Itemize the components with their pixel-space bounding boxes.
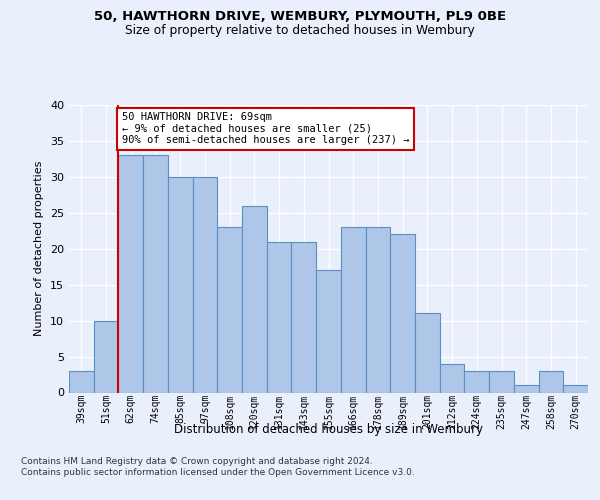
Bar bbox=[118, 156, 143, 392]
Bar bbox=[242, 206, 267, 392]
Bar bbox=[365, 227, 390, 392]
Bar bbox=[292, 242, 316, 392]
Bar bbox=[316, 270, 341, 392]
Bar bbox=[193, 177, 217, 392]
Text: Distribution of detached houses by size in Wembury: Distribution of detached houses by size … bbox=[175, 422, 484, 436]
Bar bbox=[415, 314, 440, 392]
Bar bbox=[168, 177, 193, 392]
Bar bbox=[143, 156, 168, 392]
Bar bbox=[69, 371, 94, 392]
Bar bbox=[267, 242, 292, 392]
Text: 50, HAWTHORN DRIVE, WEMBURY, PLYMOUTH, PL9 0BE: 50, HAWTHORN DRIVE, WEMBURY, PLYMOUTH, P… bbox=[94, 10, 506, 23]
Bar bbox=[464, 371, 489, 392]
Bar bbox=[390, 234, 415, 392]
Bar bbox=[217, 227, 242, 392]
Bar bbox=[514, 386, 539, 392]
Bar bbox=[440, 364, 464, 392]
Bar bbox=[94, 320, 118, 392]
Bar bbox=[539, 371, 563, 392]
Text: Contains HM Land Registry data © Crown copyright and database right 2024.
Contai: Contains HM Land Registry data © Crown c… bbox=[21, 458, 415, 477]
Bar bbox=[563, 386, 588, 392]
Y-axis label: Number of detached properties: Number of detached properties bbox=[34, 161, 44, 336]
Bar bbox=[341, 227, 365, 392]
Text: 50 HAWTHORN DRIVE: 69sqm
← 9% of detached houses are smaller (25)
90% of semi-de: 50 HAWTHORN DRIVE: 69sqm ← 9% of detache… bbox=[122, 112, 410, 146]
Bar bbox=[489, 371, 514, 392]
Text: Size of property relative to detached houses in Wembury: Size of property relative to detached ho… bbox=[125, 24, 475, 37]
